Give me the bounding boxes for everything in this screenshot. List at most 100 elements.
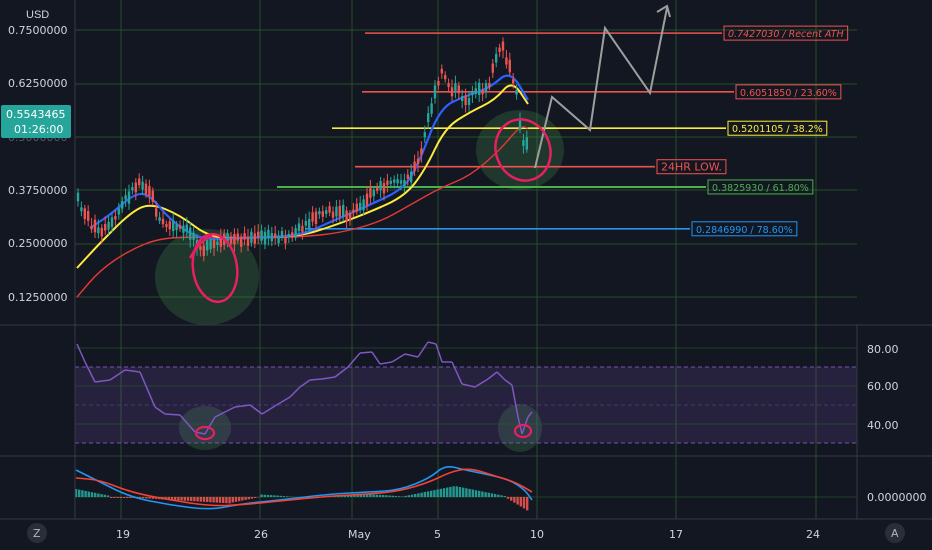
- macd-hist-bar: [193, 497, 196, 502]
- candle-body: [226, 233, 229, 242]
- fib-label: 0.6051850 / 23.60%: [740, 88, 837, 99]
- candle-body: [318, 211, 321, 215]
- current-price: 0.5543465: [6, 108, 66, 121]
- rsi-segment: [204, 416, 216, 435]
- macd-hist-bar: [484, 492, 487, 497]
- fib-label: 0.7427030 / Recent ATH: [728, 29, 844, 40]
- macd-hist-bar: [474, 490, 478, 497]
- support-stroke: [188, 234, 213, 259]
- macd-hist-bar: [353, 494, 356, 497]
- candle-body: [151, 190, 154, 202]
- macd-hist-bar: [209, 497, 212, 503]
- macd-hist-bar: [97, 493, 100, 497]
- rsi-segment: [359, 351, 373, 354]
- macd-hist-bar: [494, 494, 497, 497]
- macd-hist-bar: [394, 496, 398, 497]
- candle-body: [352, 209, 355, 213]
- macd-hist-bar: [231, 497, 234, 503]
- candle-body: [253, 233, 256, 244]
- candle-body: [362, 199, 365, 211]
- macd-hist-bar: [286, 496, 289, 497]
- price-tick: 0.7500000: [8, 24, 68, 37]
- fib-label-box: [723, 25, 849, 41]
- macd-hist-bar: [177, 497, 180, 501]
- candle-body: [240, 236, 243, 247]
- projection-arrowhead: [656, 4, 671, 18]
- macd-hist-bar: [471, 489, 474, 497]
- candle-body: [100, 227, 103, 237]
- rsi-tick: 80.00: [867, 343, 899, 356]
- autoscale-button[interactable]: A: [885, 523, 905, 543]
- candle-body: [498, 47, 501, 52]
- macd-hist-bar: [78, 489, 81, 497]
- macd-hist-bar: [404, 495, 407, 497]
- macd-hist-bar: [122, 497, 126, 498]
- candle-body: [372, 189, 375, 197]
- time-tick: May: [348, 528, 371, 541]
- signal-line: [75, 468, 533, 507]
- candle-body: [250, 231, 253, 243]
- candle-body: [413, 161, 416, 172]
- macd-hist-bar: [241, 497, 244, 501]
- rsi-segment: [417, 341, 429, 358]
- macd-hist-bar: [356, 494, 359, 497]
- candle-body: [270, 232, 273, 242]
- macd-hist-bar: [366, 494, 369, 497]
- macd-hist-bar: [410, 494, 414, 497]
- rsi-segment: [347, 352, 361, 368]
- candle-body: [311, 212, 314, 222]
- candle-body: [393, 179, 396, 183]
- candle-body: [389, 180, 392, 184]
- macd-hist-bar: [375, 494, 378, 497]
- candle-body: [454, 83, 457, 93]
- rsi-segment: [214, 411, 226, 418]
- macd-hist-bar: [372, 494, 375, 497]
- candle-body: [107, 221, 110, 230]
- macd-hist-bar: [279, 495, 282, 497]
- macd-hist-bar: [462, 487, 465, 497]
- rsi-segment: [261, 405, 276, 415]
- candle-body: [437, 81, 440, 86]
- macd-hist-bar: [103, 494, 106, 497]
- macd-hist-bar: [423, 492, 426, 497]
- rsi-segment: [451, 361, 463, 385]
- macd-hist-bar: [439, 488, 442, 497]
- candle-body: [369, 186, 372, 198]
- zoom-button-left[interactable]: Z: [27, 523, 47, 543]
- macd-hist-bar: [449, 486, 452, 497]
- rsi-segment: [299, 379, 311, 388]
- candle-body: [80, 207, 83, 212]
- candle-body: [461, 96, 464, 101]
- candle-body: [117, 208, 120, 215]
- macd-hist-bar: [478, 490, 481, 497]
- macd-hist-bar: [388, 495, 391, 497]
- candle-body: [277, 235, 280, 244]
- macd-hist-bar: [110, 497, 113, 498]
- macd-hist-bar: [218, 497, 222, 503]
- macd-hist-bar: [500, 495, 503, 497]
- fib-label-box: [727, 120, 828, 136]
- candle-body: [386, 180, 389, 185]
- rsi-segment: [274, 396, 291, 407]
- price-tick: 0.1250000: [8, 291, 68, 304]
- macd-hist-bar: [170, 497, 174, 500]
- rsi-tick: 60.00: [867, 380, 899, 393]
- macd-hist-bar: [343, 495, 346, 497]
- candle-body: [182, 225, 185, 233]
- candle-body: [284, 236, 287, 244]
- support-circle: [494, 118, 552, 182]
- fib-label: 0.2846990 / 78.60%: [696, 225, 793, 236]
- candle-body: [478, 82, 481, 95]
- candle-body: [243, 233, 246, 240]
- candle-body: [172, 220, 175, 232]
- candle-body: [505, 57, 508, 65]
- rsi-segment: [109, 369, 126, 381]
- candle-body: [206, 240, 209, 251]
- macd-hist-bar: [87, 491, 90, 497]
- rsi-segment: [124, 369, 141, 373]
- candle-body: [467, 98, 471, 105]
- candle-body: [427, 113, 430, 122]
- time-tick: 10: [530, 528, 544, 541]
- rsi-segment: [511, 384, 519, 418]
